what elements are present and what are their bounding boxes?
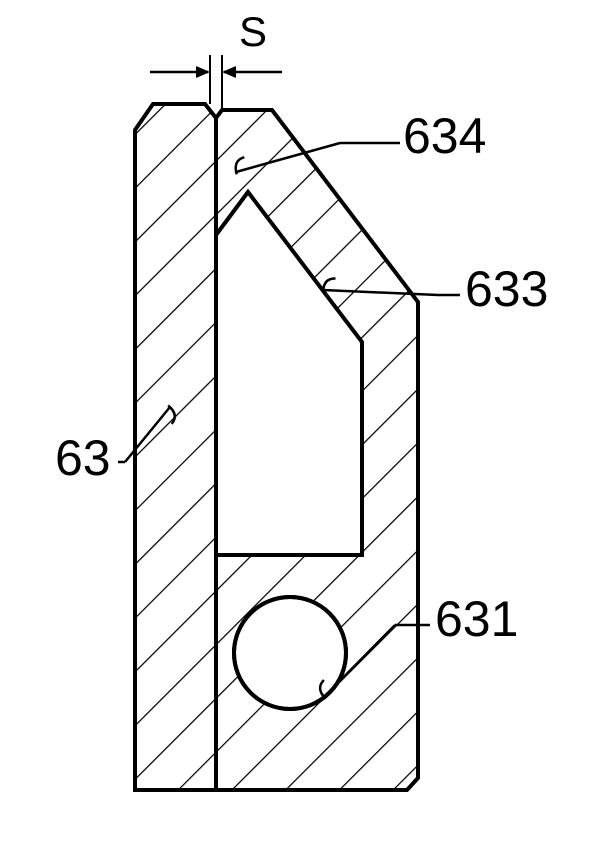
section-hatch: [0, 0, 614, 851]
label-n634: 634: [403, 108, 486, 164]
label-n631: 631: [435, 591, 518, 647]
label-n63: 63: [55, 430, 111, 486]
label-n633: 633: [465, 261, 548, 317]
label-dim_S: S: [239, 8, 267, 55]
